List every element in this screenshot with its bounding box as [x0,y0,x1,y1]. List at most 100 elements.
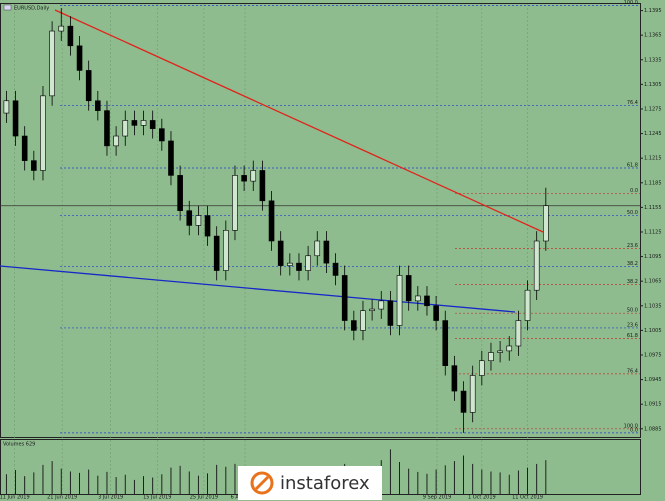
y-tick-label: 1.1005 [644,328,662,334]
candle-body [250,170,257,182]
fib-label: 23.6 [627,243,638,249]
x-tick-label: 21 Jun 2019 [47,495,77,501]
candle-body [460,390,467,413]
candle-body [232,175,238,231]
y-tick-label: 1.1275 [644,106,662,112]
y-tick-label: 1.1335 [644,57,662,63]
y-tick-label: 1.1065 [644,279,662,285]
candle-body [451,365,458,392]
candle-body [95,100,101,111]
x-tick-label: 1 Oct 2019 [468,495,496,501]
candle-body [332,262,339,276]
x-tick-label: 15 Jul 2019 [143,495,171,501]
fib-label: 76.4 [627,368,638,374]
fib-label: 38.2 [627,279,638,285]
chart-title: EURUSD,Daily [14,6,49,12]
candle-body [533,240,540,291]
candle-body [85,70,92,102]
candle-body [241,175,247,182]
price-panel [0,3,641,438]
candle-body [524,289,531,321]
fib-label: 50.0 [627,308,638,314]
candle-body [195,215,202,226]
candle-body [49,30,55,97]
candle-body [415,295,421,302]
candle-body [31,160,37,171]
candle-body [479,360,485,376]
fib-label: 0.0 [630,427,638,433]
x-tick-label: 9 Sep 2019 [423,495,452,501]
candle-body [506,345,513,352]
candle-body [387,300,394,326]
symbol-icon [3,4,12,11]
candle-body [204,215,211,237]
y-tick-label: 1.1305 [644,82,662,88]
candle-body [469,375,476,413]
watermark-logo [250,471,274,495]
candle-body [323,240,330,264]
candle-body [12,100,19,137]
candle-body [405,275,412,302]
candle-body [140,120,147,126]
candle-body [433,305,439,321]
fib-label: 23.6 [627,322,638,328]
candle-body [168,140,174,176]
candle-body [177,175,183,211]
candle-body [159,128,165,142]
fib-label: 38.2 [627,261,638,267]
y-tick-label: 1.1155 [644,205,662,211]
candle-body [369,308,375,312]
fib-label: 76.4 [627,100,638,106]
y-tick-label: 1.1185 [644,180,662,186]
candle-body [58,25,65,32]
candle-body [223,230,229,271]
candle-body [21,135,28,161]
watermark: instaforex [238,466,382,500]
candle-body [424,295,430,307]
y-tick-label: 1.0915 [644,402,662,408]
candle-body [396,275,403,326]
candle-body [378,300,385,310]
y-tick-label: 1.0945 [644,377,662,383]
y-tick-label: 1.1125 [644,229,662,235]
watermark-text: instaforex [280,473,370,494]
x-tick-label: 25 Jul 2019 [190,495,218,501]
candle-body [314,240,321,257]
fib-label: 100.0 [624,423,638,429]
y-tick-label: 1.1365 [644,33,662,39]
candle-body [186,210,193,226]
candle-body [296,262,302,271]
candle-body [351,320,357,331]
fib-label: 50.0 [627,210,638,216]
x-tick-label: 3 Jul 2019 [98,495,123,501]
candle-body [268,200,275,242]
candle-body [104,110,110,147]
candle-body [277,240,284,266]
candle-body [442,320,449,366]
candle-body [113,135,119,147]
candle-body [341,275,348,321]
y-tick-label: 1.0975 [644,352,662,358]
volume-label: Volumes 629 [3,442,35,448]
candle-body [213,235,220,271]
candle-body [3,100,10,114]
watermark-logo-slash [254,475,270,491]
candles [3,8,549,433]
candle-body [259,170,266,202]
y-tick-label: 1.1095 [644,254,662,260]
candle-body [305,255,311,271]
candle-body [287,262,293,266]
candle-body [67,25,74,47]
y-tick-label: 1.0885 [644,426,662,432]
candle-body [131,120,138,126]
trend-line-red [54,9,544,233]
candle-body [497,350,503,353]
candle-body [122,120,129,137]
fib-label: 0.0 [630,188,638,194]
fib-label: 61.8 [627,163,638,169]
candle-body [488,352,494,362]
y-tick-label: 1.1215 [644,156,662,162]
y-tick-label: 1.1245 [644,131,662,137]
fib-label: 61.8 [627,333,638,339]
